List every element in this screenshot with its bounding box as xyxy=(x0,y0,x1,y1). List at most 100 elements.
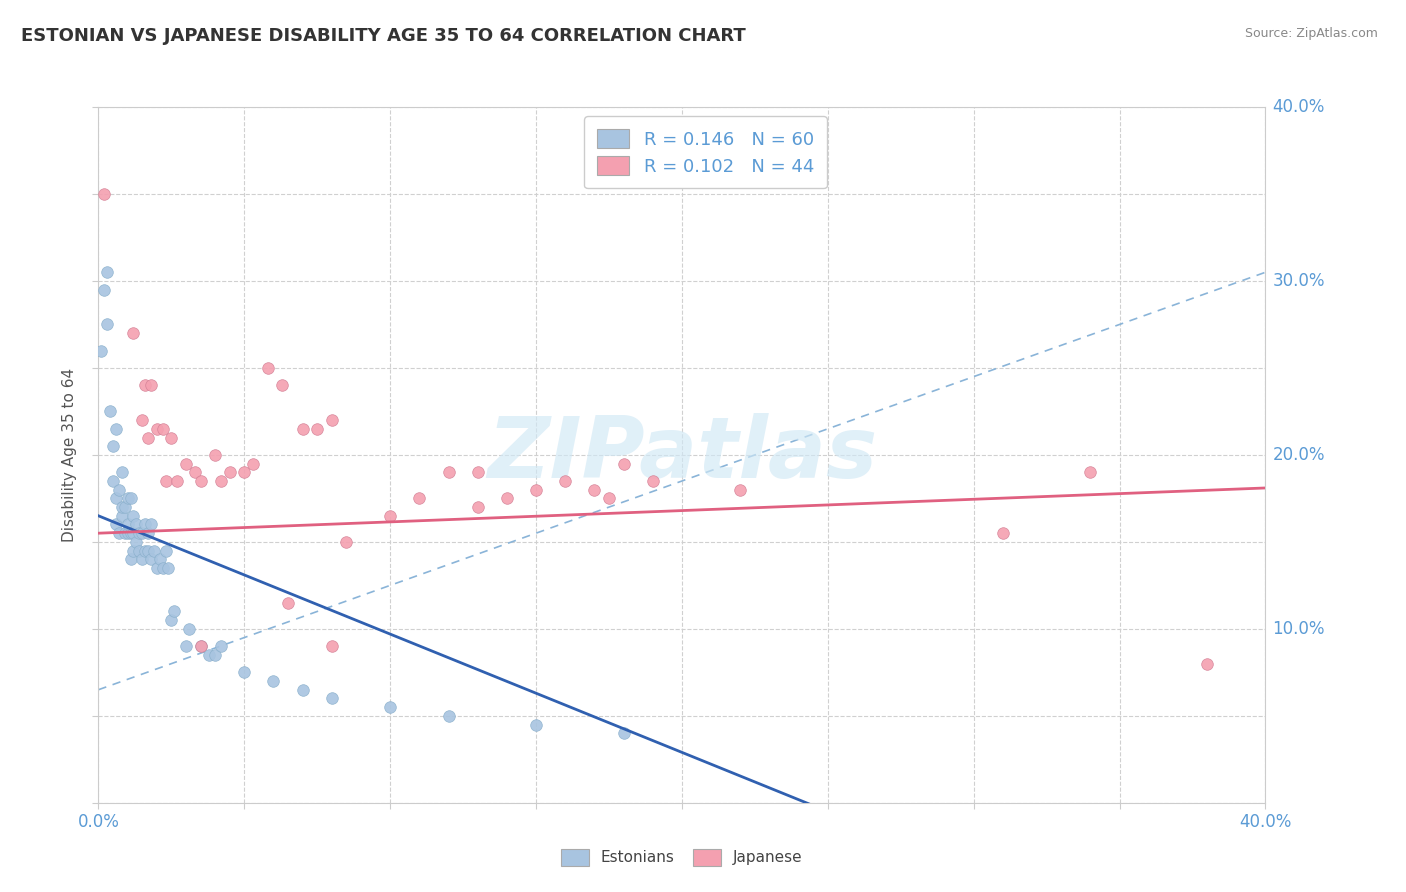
Point xyxy=(117,526,139,541)
Point xyxy=(131,552,153,566)
Point xyxy=(120,526,142,541)
Point xyxy=(111,500,134,514)
Point xyxy=(271,378,294,392)
Point xyxy=(101,474,124,488)
Point xyxy=(1080,466,1102,480)
Point xyxy=(134,378,156,392)
Point xyxy=(111,508,134,523)
Point xyxy=(321,639,343,653)
Point xyxy=(122,508,145,523)
Point xyxy=(321,413,343,427)
Point xyxy=(1195,657,1218,671)
Point xyxy=(218,466,240,480)
Point xyxy=(146,561,169,575)
Point xyxy=(149,552,172,566)
Point xyxy=(177,622,200,636)
Point xyxy=(524,483,547,497)
Point xyxy=(291,682,314,697)
Point xyxy=(991,526,1014,541)
Point xyxy=(139,552,162,566)
Point xyxy=(125,534,148,549)
Point xyxy=(134,517,156,532)
Point xyxy=(524,717,547,731)
Point xyxy=(108,483,131,497)
Point xyxy=(104,517,127,532)
Point xyxy=(139,378,162,392)
Point xyxy=(155,543,177,558)
Point xyxy=(131,526,153,541)
Point xyxy=(262,674,284,689)
Point xyxy=(233,665,256,680)
Point xyxy=(190,639,212,653)
Point xyxy=(128,543,150,558)
Point xyxy=(321,691,343,706)
Point xyxy=(190,474,212,488)
Point xyxy=(155,474,177,488)
Text: 10.0%: 10.0% xyxy=(1272,620,1324,638)
Point xyxy=(134,543,156,558)
Point xyxy=(101,439,124,453)
Point xyxy=(204,448,226,462)
Point xyxy=(117,491,139,506)
Point xyxy=(233,466,256,480)
Y-axis label: Disability Age 35 to 64: Disability Age 35 to 64 xyxy=(62,368,77,542)
Point xyxy=(495,491,517,506)
Point xyxy=(104,491,127,506)
Point xyxy=(152,561,174,575)
Point xyxy=(90,343,112,358)
Point xyxy=(190,639,212,653)
Point xyxy=(142,543,165,558)
Point xyxy=(108,526,131,541)
Point xyxy=(96,265,118,279)
Point xyxy=(157,561,180,575)
Point xyxy=(612,457,634,471)
Point xyxy=(120,552,142,566)
Point xyxy=(136,526,159,541)
Point xyxy=(209,639,232,653)
Point xyxy=(104,422,127,436)
Point xyxy=(160,613,183,627)
Point xyxy=(160,431,183,445)
Point xyxy=(209,474,232,488)
Point xyxy=(277,596,299,610)
Point xyxy=(242,457,264,471)
Point xyxy=(554,474,576,488)
Point xyxy=(96,318,118,332)
Point xyxy=(467,466,489,480)
Point xyxy=(139,517,162,532)
Point xyxy=(174,639,197,653)
Point xyxy=(136,543,159,558)
Text: Source: ZipAtlas.com: Source: ZipAtlas.com xyxy=(1244,27,1378,40)
Point xyxy=(120,491,142,506)
Point xyxy=(256,360,278,375)
Point xyxy=(93,283,115,297)
Point xyxy=(128,526,150,541)
Point xyxy=(437,708,460,723)
Point xyxy=(408,491,430,506)
Point xyxy=(728,483,751,497)
Point xyxy=(598,491,620,506)
Point xyxy=(166,474,188,488)
Point xyxy=(131,413,153,427)
Text: ESTONIAN VS JAPANESE DISABILITY AGE 35 TO 64 CORRELATION CHART: ESTONIAN VS JAPANESE DISABILITY AGE 35 T… xyxy=(21,27,745,45)
Point xyxy=(183,466,205,480)
Point xyxy=(583,483,606,497)
Point xyxy=(122,326,145,340)
Point xyxy=(641,474,664,488)
Point xyxy=(114,500,136,514)
Point xyxy=(163,605,186,619)
Point xyxy=(114,526,136,541)
Text: 40.0%: 40.0% xyxy=(1272,98,1324,116)
Legend: Estonians, Japanese: Estonians, Japanese xyxy=(555,843,808,871)
Point xyxy=(378,700,402,714)
Point xyxy=(291,422,314,436)
Point xyxy=(467,500,489,514)
Point xyxy=(198,648,221,662)
Text: 30.0%: 30.0% xyxy=(1272,272,1324,290)
Point xyxy=(93,187,115,202)
Point xyxy=(122,526,145,541)
Point xyxy=(612,726,634,740)
Point xyxy=(437,466,460,480)
Point xyxy=(111,466,134,480)
Text: ZIPatlas: ZIPatlas xyxy=(486,413,877,497)
